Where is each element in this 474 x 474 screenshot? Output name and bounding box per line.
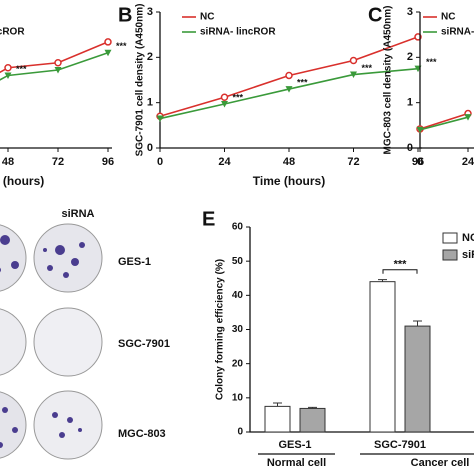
- legend-swatch: [442, 249, 458, 261]
- point: [104, 38, 112, 46]
- legend-label: NC: [441, 12, 455, 23]
- y-axis-label: Colony forming efficiency (%): [215, 259, 226, 400]
- annotation: ***: [116, 41, 127, 51]
- point: [350, 71, 357, 79]
- x-tick-label: GES-1: [278, 439, 311, 451]
- x-tick-label: 48: [2, 156, 14, 168]
- point: [416, 126, 424, 134]
- y-tick-label: 10: [232, 392, 244, 403]
- plate: [0, 224, 27, 292]
- y-tick-label: 3: [147, 6, 153, 18]
- y-tick-label: 0: [407, 142, 413, 154]
- x-axis-label: Time (hours): [253, 174, 325, 188]
- x-tick-label: 72: [52, 156, 64, 168]
- x-tick-label: 0: [417, 156, 423, 168]
- legend-label: siRNA- lincROR: [200, 27, 276, 38]
- error-bar: [308, 406, 317, 409]
- significance-bracket: [382, 269, 418, 274]
- panel-label: E: [202, 208, 215, 230]
- colony-plates: [0, 223, 103, 460]
- plate: [33, 223, 103, 293]
- x-tick-label: SGC-7901: [374, 439, 426, 451]
- point: [349, 56, 358, 65]
- point: [156, 115, 164, 123]
- point: [464, 114, 472, 121]
- series-line: [0, 41, 109, 74]
- x-tick-label: 0: [157, 156, 163, 168]
- y-tick-label: 40: [232, 290, 244, 301]
- y-tick-label: 3: [407, 6, 413, 18]
- x-tick-label: 24: [462, 156, 474, 168]
- legend-label: NC: [200, 12, 214, 23]
- error-bar: [273, 402, 282, 407]
- y-tick-label: 60: [232, 222, 244, 233]
- error-bar: [378, 279, 387, 282]
- point: [221, 101, 228, 108]
- y-tick-label: 50: [232, 256, 244, 267]
- bar: [404, 325, 431, 433]
- panel-label: B: [118, 4, 132, 26]
- error-bar: [413, 320, 422, 327]
- row-label: GES-1: [118, 256, 151, 268]
- y-tick-label: 2: [147, 51, 153, 63]
- plate: [33, 390, 103, 460]
- point: [4, 72, 12, 79]
- annotation: ***: [16, 64, 27, 74]
- row-label: SGC-7901: [118, 338, 170, 350]
- y-tick-label: 1: [407, 97, 413, 109]
- plate: [0, 391, 27, 459]
- y-tick-label: 30: [232, 324, 244, 335]
- x-tick-label: 48: [283, 156, 295, 168]
- point: [54, 67, 62, 74]
- annotation: ***: [233, 92, 244, 102]
- bar: [369, 281, 396, 433]
- row-label: MGC-803: [118, 428, 166, 440]
- point: [4, 64, 12, 72]
- x-tick-label: 96: [102, 156, 114, 168]
- bar: [299, 407, 326, 433]
- x-axis-label: Time (hours): [0, 174, 44, 188]
- x-tick-label: 24: [218, 156, 231, 168]
- point: [54, 59, 62, 67]
- x-tick-label: 96: [412, 156, 424, 168]
- series-line: [419, 116, 469, 131]
- significance-label: ***: [394, 259, 408, 271]
- y-tick-label: 20: [232, 358, 244, 369]
- y-axis-label: MGC-803 cell density (A450nm): [383, 6, 394, 155]
- annotation: ***: [297, 77, 308, 87]
- y-tick-label: 1: [147, 97, 153, 109]
- panel-label: C: [368, 4, 382, 26]
- legend-label: siRNA- lincROR: [0, 27, 25, 38]
- x-tick-label: 72: [347, 156, 359, 168]
- legend-swatch: [442, 232, 458, 244]
- colonies: [0, 235, 85, 448]
- column-label: siRNA: [61, 208, 94, 220]
- legend-label: NC: [462, 232, 474, 244]
- point: [104, 49, 112, 57]
- y-tick-label: 2: [407, 51, 413, 63]
- y-axis-label: SGC-7901 cell density (A450nm): [135, 4, 146, 157]
- point: [285, 86, 293, 93]
- y-tick-label: 0: [147, 142, 153, 154]
- axis: [249, 227, 474, 433]
- axis: [0, 147, 112, 149]
- legend-label: siRNA- lincROR: [441, 27, 474, 38]
- point: [285, 71, 293, 80]
- y-tick-label: 0: [237, 427, 243, 438]
- annotation: ***: [426, 57, 437, 67]
- plate: [0, 308, 27, 376]
- point: [220, 93, 229, 101]
- bar: [264, 405, 291, 433]
- group-label: Normal cell: [267, 457, 326, 469]
- legend-label: siRNA- lincROR: [462, 249, 474, 261]
- annotation: ***: [362, 63, 373, 73]
- series-line: [419, 112, 469, 130]
- plate: [33, 307, 103, 377]
- group-label: Cancer cell: [411, 457, 470, 469]
